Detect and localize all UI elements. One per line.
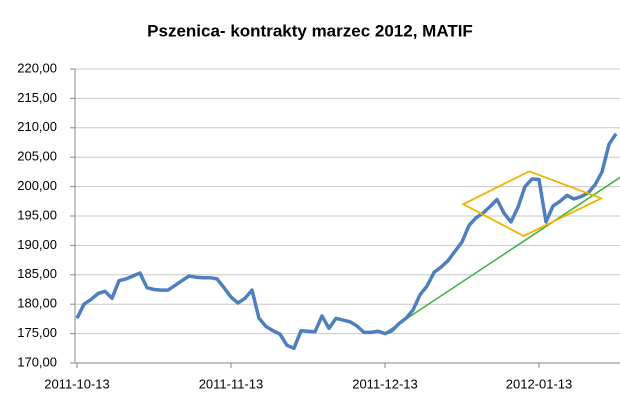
x-tick-label: 2011-10-13 — [44, 376, 110, 391]
y-tick-label: 215,00 — [17, 90, 57, 105]
x-tick-label: 2011-12-13 — [352, 376, 418, 391]
chart-title: Pszenica- kontrakty marzec 2012, MATIF — [147, 21, 473, 40]
plot-area — [75, 132, 620, 351]
y-tick-label: 210,00 — [17, 119, 57, 134]
trend-line — [384, 176, 620, 334]
y-tick-label: 170,00 — [17, 354, 57, 369]
y-tick-label: 200,00 — [17, 178, 57, 193]
y-tick-label: 220,00 — [17, 60, 57, 75]
x-tick-label: 2012-01-13 — [506, 376, 573, 391]
y-tick-label: 185,00 — [17, 266, 57, 281]
x-tick-label: 2011-11-13 — [199, 376, 264, 391]
line — [75, 132, 618, 351]
y-tick-label: 175,00 — [17, 325, 57, 340]
y-tick-label: 195,00 — [17, 207, 57, 222]
y-tick-label: 180,00 — [17, 296, 57, 311]
y-tick-label: 190,00 — [17, 237, 57, 252]
diamond-annotation — [461, 170, 604, 238]
y-tick-label: 205,00 — [17, 149, 57, 164]
